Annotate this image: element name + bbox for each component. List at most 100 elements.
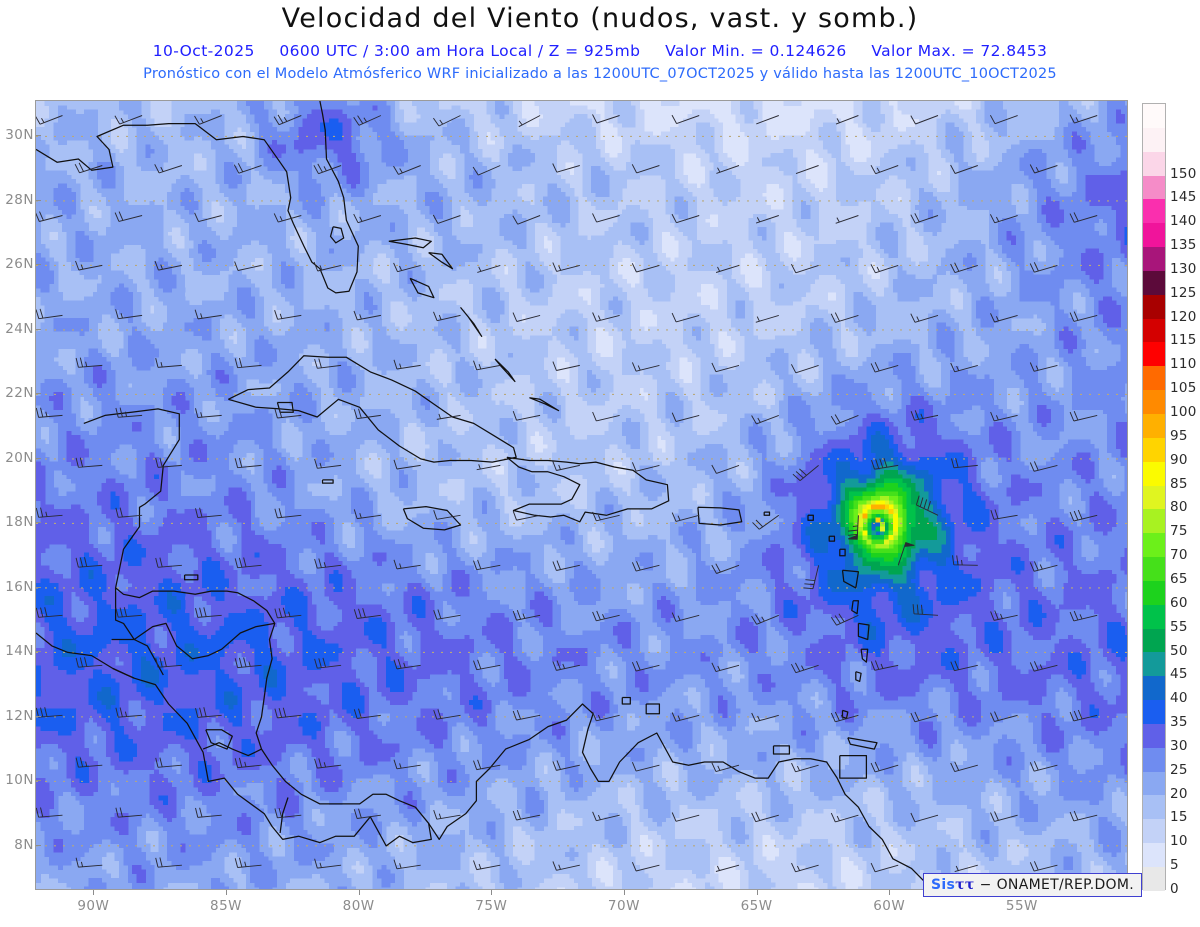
wind-barb: [870, 264, 899, 274]
lat-tick-label: 18N: [5, 514, 34, 531]
wind-barb: [195, 408, 222, 418]
wind-barb: [273, 213, 302, 223]
wind-barb: [910, 812, 939, 823]
wind-barb: [313, 261, 342, 272]
wind-barb: [912, 604, 939, 616]
lat-tick-mark: [36, 651, 41, 653]
lat-tick-label: 26N: [5, 256, 34, 273]
wind-barb: [803, 565, 820, 590]
wind-barb: [473, 559, 501, 571]
wind-barb: [36, 308, 63, 320]
wind-barb: [233, 163, 262, 174]
lat-tick-mark: [36, 780, 41, 782]
map-canvas[interactable]: [35, 100, 1128, 890]
wind-barb: [433, 809, 461, 820]
wind-barb: [751, 414, 779, 425]
wind-barb: [195, 607, 222, 618]
wind-barb: [631, 661, 660, 672]
colorbar-tick-label: 15: [1170, 809, 1188, 826]
wind-barb: [476, 464, 501, 471]
wind-barb: [36, 707, 63, 718]
lat-tick-label: 22N: [5, 385, 34, 402]
wind-barb: [36, 607, 63, 618]
wind-barb: [353, 115, 382, 126]
wind-barb: [755, 215, 779, 224]
wind-barb: [36, 507, 63, 518]
wind-barb: [36, 807, 63, 818]
wind-speed-band: [849, 482, 907, 562]
colorbar-tick-label: 120: [1170, 308, 1197, 325]
coastlines: [36, 101, 941, 889]
wind-barb: [1069, 311, 1098, 322]
wind-speed-band: [849, 491, 907, 554]
colorbar-segment: [1143, 437, 1165, 462]
colorbar-segment: [1143, 557, 1165, 581]
wind-barb: [552, 461, 580, 471]
logo-org-text: ONAMET/REP.DOM.: [996, 877, 1134, 893]
map-gridlines: [36, 135, 1127, 847]
colorbar-segment: [1143, 723, 1165, 748]
logo-dash: −: [979, 877, 992, 893]
colorbar-tick-label: 110: [1170, 356, 1197, 373]
wind-barb: [790, 263, 819, 274]
wind-barb: [910, 213, 939, 224]
wind-barb: [950, 362, 978, 373]
lat-tick-mark: [36, 457, 41, 459]
wind-barb: [552, 861, 580, 871]
wind-barb: [512, 510, 541, 521]
wind-speed-band: [36, 118, 1127, 805]
wind-barb: [711, 762, 740, 773]
wind-barb: [990, 711, 1018, 722]
lon-tick-label: 60W: [873, 898, 906, 914]
wind-barb: [711, 563, 740, 574]
lon-tick-label: 65W: [740, 898, 773, 914]
colorbar-tick-label: 30: [1170, 737, 1188, 754]
wind-barb: [915, 495, 939, 516]
wind-speed-band: [36, 101, 1127, 889]
colorbar-tick-label: 130: [1170, 260, 1197, 277]
wind-barb: [751, 712, 779, 723]
lat-tick-mark: [36, 199, 41, 201]
wind-barb: [234, 757, 262, 769]
colorbar-tick-label: 40: [1170, 690, 1188, 707]
lat-tick-mark: [36, 264, 41, 266]
colorbar-segment: [1143, 342, 1165, 367]
wind-barb: [870, 761, 899, 773]
forecast-date: 10-Oct-2025: [152, 42, 255, 60]
wind-barb: [671, 213, 700, 224]
wind-barb: [393, 759, 421, 770]
wind-barb: [830, 812, 859, 823]
wind-barb: [314, 358, 342, 369]
wind-barb: [1029, 661, 1058, 672]
wind-barb: [631, 862, 660, 872]
colorbar-tick-label: 75: [1170, 523, 1188, 540]
wind-barb: [552, 760, 580, 771]
wind-barb: [393, 165, 421, 175]
wind-barb: [234, 857, 262, 868]
wind-barb: [393, 359, 421, 370]
colorbar-segment: [1143, 771, 1165, 796]
wind-barb: [830, 312, 859, 323]
colorbar-segment: [1143, 628, 1165, 653]
wind-barb: [1029, 761, 1058, 772]
colorbar-segment: [1143, 747, 1165, 772]
wind-barb: [552, 163, 580, 173]
wind-barb: [473, 360, 501, 371]
colorbar-segment: [1143, 604, 1165, 629]
wind-barb: [755, 314, 779, 323]
wind-barb: [195, 707, 222, 718]
lon-tick-label: 70W: [607, 898, 640, 914]
colorbar-segment: [1143, 485, 1165, 510]
wind-speed-band: [875, 504, 894, 523]
wind-barb: [790, 662, 819, 674]
colorbar-tick-label: 115: [1170, 332, 1197, 349]
wind-barb: [433, 609, 461, 620]
wind-barb: [592, 114, 620, 124]
colorbar-tick-label: 85: [1170, 475, 1188, 492]
wind-barb: [1029, 561, 1058, 572]
wind-barb: [592, 610, 620, 622]
wind-barb: [989, 114, 1018, 125]
wind-barb: [234, 457, 262, 469]
lon-tick-mark: [623, 890, 625, 895]
wind-barb: [433, 510, 461, 520]
